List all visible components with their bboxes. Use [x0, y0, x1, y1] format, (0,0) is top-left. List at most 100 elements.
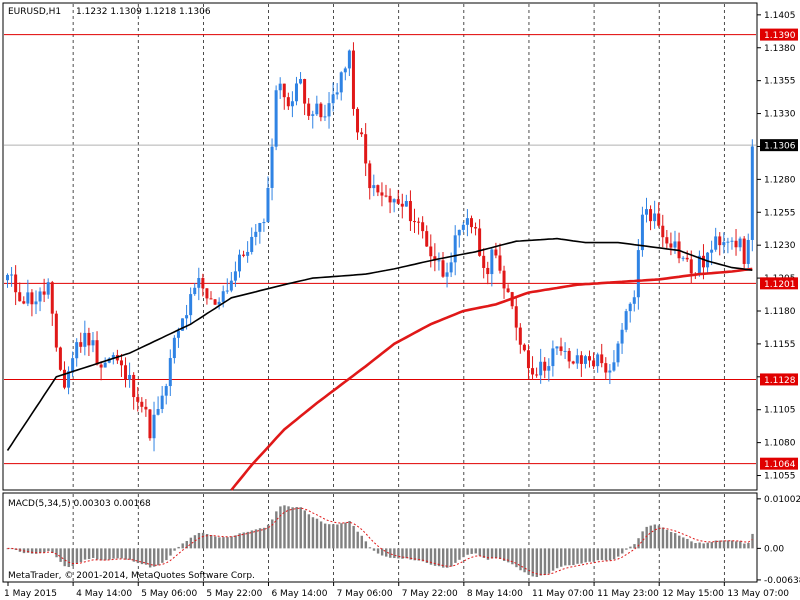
y-tick-label: 1.1330	[764, 110, 796, 120]
x-tick-label: 6 May 14:00	[271, 589, 327, 599]
candle-body	[665, 237, 669, 244]
macd-bar	[515, 548, 518, 568]
y-tick-label: 1.1055	[764, 472, 796, 482]
macd-bar	[291, 507, 294, 549]
macd-bar	[299, 507, 302, 549]
candle-body	[67, 371, 71, 388]
macd-bar	[100, 548, 103, 561]
candle-body	[575, 355, 579, 364]
candle-body	[701, 255, 705, 268]
macd-bar	[531, 548, 534, 577]
candle-body	[83, 332, 87, 347]
macd-bar	[262, 527, 266, 549]
macd-bar	[39, 548, 42, 553]
macd-bar	[649, 525, 652, 549]
macd-bar	[637, 538, 640, 549]
candle-body	[14, 274, 18, 293]
candle-body	[583, 356, 587, 364]
candle-body	[233, 271, 237, 281]
candle-body	[689, 259, 693, 274]
macd-panel-frame	[2, 492, 758, 583]
macd-bar	[234, 535, 237, 549]
macd-bar	[218, 537, 221, 549]
candle-body	[441, 260, 445, 277]
candle-body	[518, 327, 522, 345]
macd-bar	[698, 542, 701, 549]
candle-body	[535, 374, 539, 376]
candle-body	[539, 361, 543, 376]
candle-body	[726, 241, 730, 243]
macd-bar	[380, 548, 384, 556]
candle-body	[461, 224, 465, 230]
macd-bar	[446, 548, 449, 568]
candle-body	[132, 374, 136, 398]
candle-body	[616, 343, 620, 363]
macd-bar	[527, 548, 530, 575]
candle-body	[669, 243, 673, 248]
candle-body	[408, 201, 412, 222]
candle-body	[311, 114, 315, 116]
macd-bar	[673, 533, 677, 549]
candle-body	[474, 227, 478, 229]
candle-body	[750, 146, 754, 240]
macd-bar	[189, 537, 193, 549]
candle-body	[38, 291, 42, 302]
macd-bar	[348, 520, 351, 549]
candle-body	[119, 360, 123, 366]
candle-body	[567, 350, 571, 362]
candle-body	[262, 222, 266, 224]
macd-bar	[665, 529, 669, 549]
macd-bar	[669, 531, 673, 549]
macd-bar	[214, 536, 217, 549]
candle-body	[657, 213, 661, 226]
y-tick-label: 1.1405	[764, 11, 796, 21]
candle-body	[307, 103, 311, 116]
x-tick-label: 11 May 23:00	[597, 589, 659, 599]
candle-body	[673, 241, 677, 248]
candle-body	[42, 291, 46, 295]
candle-body	[217, 301, 221, 305]
candle-body	[697, 255, 701, 274]
level-tag-label: 1.1390	[764, 31, 796, 41]
y-tick-label: 1.1180	[764, 307, 796, 317]
candle-body	[347, 50, 351, 69]
candle-body	[718, 236, 722, 246]
macd-bar	[108, 548, 111, 560]
candle-body	[559, 346, 563, 352]
candle-body	[514, 306, 518, 328]
macd-bar	[319, 521, 323, 549]
candle-body	[600, 354, 604, 364]
macd-bar	[401, 548, 404, 559]
candle-body	[469, 218, 473, 228]
candle-body	[331, 94, 335, 104]
macd-bar	[173, 548, 176, 551]
macd-bar	[153, 548, 156, 567]
macd-bar	[494, 548, 498, 558]
level-tag	[760, 457, 798, 470]
candle-body	[144, 406, 148, 410]
candle-body	[649, 209, 653, 222]
macd-bar	[645, 526, 648, 549]
ohlc-label: 1.1232 1.1309 1.1218 1.1306	[76, 7, 211, 17]
macd-bar	[360, 535, 363, 549]
symbol-label: EURUSD,H1	[8, 7, 61, 17]
x-tick-label: 1 May 2015	[4, 589, 57, 599]
candle-body	[453, 235, 457, 263]
moving-average-fast	[6, 237, 753, 451]
macd-bar	[612, 548, 616, 560]
candle-body	[404, 201, 408, 207]
macd-bar	[617, 548, 620, 557]
macd-bar	[629, 546, 632, 549]
macd-bar	[702, 543, 705, 549]
level-tag-label: 1.1201	[764, 280, 796, 290]
macd-bar	[210, 535, 213, 549]
macd-bar	[140, 548, 144, 565]
macd-bar	[87, 548, 91, 560]
macd-bar	[238, 533, 241, 549]
candle-body	[185, 315, 189, 319]
macd-bar	[323, 523, 327, 549]
candle-body	[498, 255, 502, 271]
macd-bar	[30, 548, 34, 554]
macd-bar	[486, 548, 490, 560]
macd-bar	[576, 548, 579, 564]
